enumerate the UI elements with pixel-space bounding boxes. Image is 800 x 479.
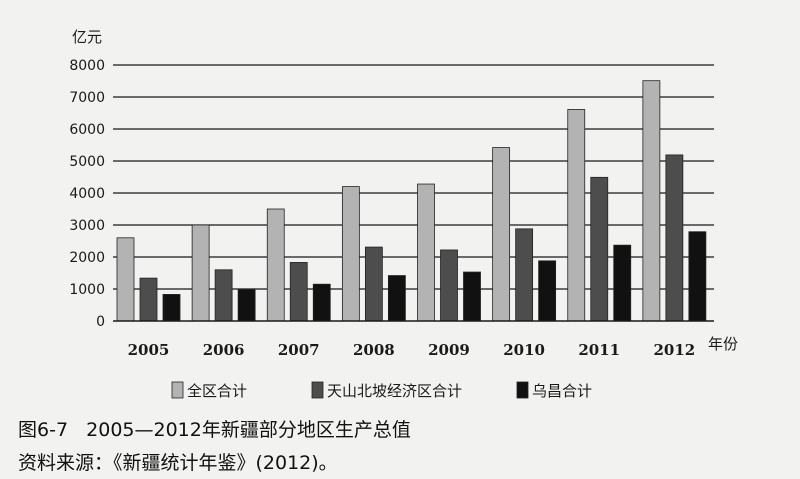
legend: 全区合计 天山北坡经济区合计 乌昌合计 bbox=[171, 381, 592, 400]
bar-2012-series-1 bbox=[665, 154, 684, 322]
bar-2008-series-0 bbox=[341, 186, 360, 322]
figure-caption-title: 图6-7 2005—2012年新疆部分地区生产总值 bbox=[18, 419, 411, 441]
y-axis-ticks: 0 1000 2000 3000 4000 5000 6000 7000 8000 bbox=[69, 58, 105, 330]
bar-2011-series-0 bbox=[567, 109, 586, 322]
bar-2005-series-0 bbox=[116, 237, 135, 322]
x-category-label: 2011 bbox=[578, 341, 620, 359]
x-category-label: 2007 bbox=[278, 341, 320, 359]
bar-2007-series-0 bbox=[266, 208, 285, 322]
bar-2010-series-2 bbox=[538, 260, 557, 322]
x-axis-categories: 2005 2006 2007 2008 2009 2010 2011 2012 bbox=[128, 341, 696, 359]
y-tick-label: 7000 bbox=[69, 90, 105, 106]
y-tick-label: 1000 bbox=[69, 282, 105, 298]
x-category-label: 2009 bbox=[428, 341, 470, 359]
bar-2010-series-0 bbox=[492, 147, 511, 322]
bar-2007-series-2 bbox=[312, 283, 331, 322]
y-tick-label: 4000 bbox=[69, 186, 105, 202]
bar-2009-series-1 bbox=[440, 249, 458, 322]
legend-swatch-0 bbox=[171, 381, 184, 399]
bar-2006-series-2 bbox=[237, 289, 256, 322]
bar-2011-series-2 bbox=[613, 244, 632, 322]
bar-2008-series-2 bbox=[387, 275, 406, 322]
legend-swatch-2 bbox=[516, 381, 529, 399]
y-axis-unit-label: 亿元 bbox=[72, 28, 102, 46]
legend-label-1: 天山北坡经济区合计 bbox=[327, 382, 462, 400]
bar-2008-series-1 bbox=[364, 246, 383, 322]
x-category-label: 2008 bbox=[353, 341, 395, 359]
bar-2012-series-2 bbox=[688, 231, 707, 322]
figure-caption-source: 资料来源：《新疆统计年鉴》(2012)。 bbox=[18, 452, 338, 474]
legend-label-2: 乌昌合计 bbox=[532, 382, 592, 400]
bar-2012-series-0 bbox=[642, 80, 661, 322]
bars bbox=[116, 80, 707, 322]
bar-2011-series-1 bbox=[590, 176, 609, 322]
x-category-label: 2006 bbox=[203, 341, 245, 359]
gridlines bbox=[113, 64, 714, 290]
bar-2006-series-0 bbox=[191, 224, 210, 322]
bar-2006-series-1 bbox=[214, 269, 233, 322]
y-tick-label: 0 bbox=[96, 314, 105, 330]
x-axis-unit-label: 年份 bbox=[708, 335, 738, 353]
bar-2005-series-2 bbox=[162, 294, 181, 322]
x-category-label: 2005 bbox=[128, 341, 170, 359]
bar-2009-series-2 bbox=[463, 271, 481, 322]
y-tick-label: 5000 bbox=[69, 154, 105, 170]
bar-2009-series-0 bbox=[417, 183, 435, 322]
bar-2005-series-1 bbox=[139, 277, 158, 322]
y-tick-label: 2000 bbox=[69, 250, 105, 266]
bar-2010-series-1 bbox=[515, 228, 534, 322]
y-tick-label: 8000 bbox=[69, 58, 105, 74]
x-category-label: 2012 bbox=[654, 341, 696, 359]
legend-label-0: 全区合计 bbox=[187, 382, 247, 400]
legend-swatch-1 bbox=[311, 381, 324, 399]
y-tick-label: 6000 bbox=[69, 122, 105, 138]
y-tick-label: 3000 bbox=[69, 218, 105, 234]
bar-2007-series-1 bbox=[289, 262, 308, 322]
x-category-label: 2010 bbox=[503, 341, 545, 359]
